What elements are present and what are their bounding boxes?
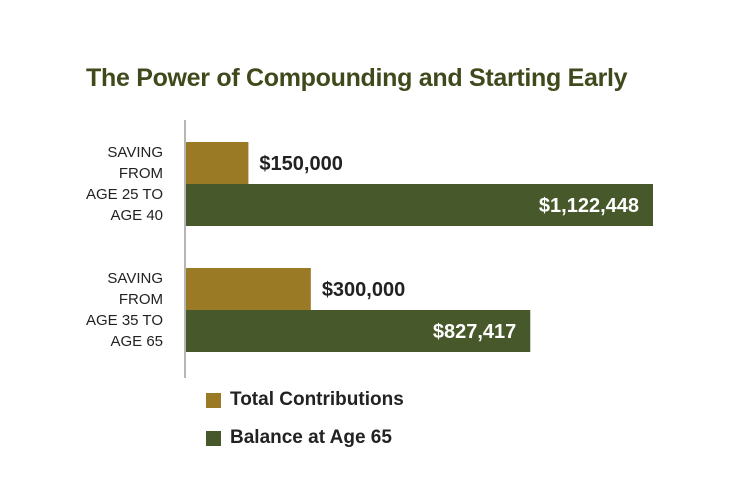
legend-item-contributions: Total Contributions: [206, 389, 404, 411]
chart-title: The Power of Compounding and Starting Ea…: [86, 64, 628, 92]
legend-swatch-contributions: [206, 392, 221, 408]
bar-total-contributions: [186, 268, 311, 310]
legend-swatch-balance: [206, 430, 221, 446]
legend-label-balance: Balance at Age 65: [230, 427, 392, 448]
bar-total-contributions: [186, 142, 249, 184]
data-label: $150,000: [259, 153, 342, 175]
data-label: $300,000: [322, 279, 405, 301]
data-label: $1,122,448: [539, 195, 639, 217]
data-label: $827,417: [433, 321, 516, 343]
legend-label-contributions: Total Contributions: [230, 389, 404, 410]
category-label: SAVING FROM AGE 35 TO AGE 65: [86, 270, 163, 350]
bar-balance-at-65: [186, 310, 531, 352]
legend-item-balance: Balance at Age 65: [206, 427, 392, 449]
bar-balance-at-65: [186, 184, 653, 226]
category-label: SAVING FROM AGE 25 TO AGE 40: [86, 144, 163, 224]
